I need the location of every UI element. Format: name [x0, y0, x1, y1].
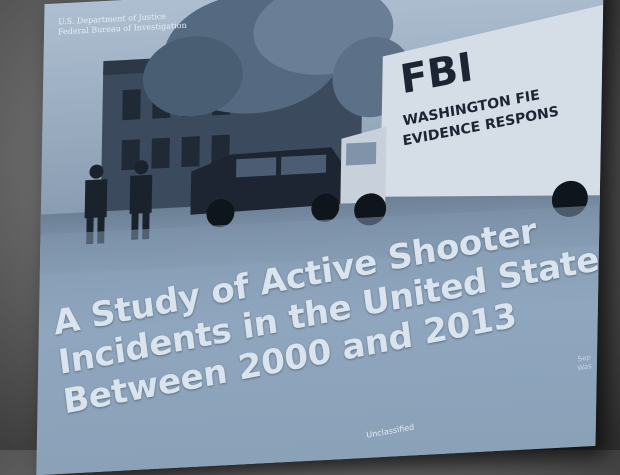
side-note: Sep Was	[576, 353, 592, 373]
report-cover: FBI WASHINGTON FIE EVIDENCE RESPONS U.S.…	[36, 0, 604, 475]
suv	[190, 147, 351, 228]
side-note-line-2: Was	[576, 362, 592, 373]
classification-label: Unclassified	[365, 422, 415, 440]
scene: FBI WASHINGTON FIE EVIDENCE RESPONS U.S.…	[36, 0, 604, 475]
cover-photo: FBI WASHINGTON FIE EVIDENCE RESPONS	[39, 0, 604, 275]
fbi-truck: FBI WASHINGTON FIE EVIDENCE RESPONS	[340, 4, 604, 226]
